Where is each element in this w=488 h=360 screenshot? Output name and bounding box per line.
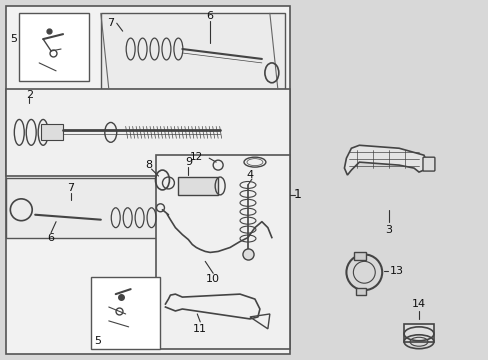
Text: 13: 13 bbox=[389, 266, 403, 276]
Text: 7: 7 bbox=[107, 18, 114, 28]
Bar bbox=[19, 13, 89, 81]
Text: 8: 8 bbox=[144, 160, 152, 170]
Bar bbox=[354, 252, 366, 260]
Text: 3: 3 bbox=[385, 225, 392, 235]
Text: 2: 2 bbox=[25, 90, 33, 100]
FancyBboxPatch shape bbox=[422, 157, 434, 171]
Text: 9: 9 bbox=[184, 157, 191, 167]
Text: 12: 12 bbox=[189, 152, 203, 162]
Text: 1: 1 bbox=[293, 188, 301, 201]
Text: 6: 6 bbox=[47, 233, 55, 243]
Bar bbox=[6, 89, 289, 176]
Bar bbox=[356, 288, 366, 295]
Polygon shape bbox=[344, 145, 426, 175]
Text: 4: 4 bbox=[246, 170, 253, 180]
Text: 5: 5 bbox=[94, 336, 101, 346]
Text: 5: 5 bbox=[10, 34, 17, 44]
Bar bbox=[178, 177, 218, 195]
Bar bbox=[6, 178, 170, 238]
Text: 7: 7 bbox=[67, 183, 74, 193]
Polygon shape bbox=[101, 13, 284, 89]
Bar bbox=[91, 277, 160, 349]
Text: 14: 14 bbox=[411, 299, 425, 309]
Bar bbox=[41, 125, 63, 140]
Text: 11: 11 bbox=[193, 324, 207, 334]
Text: 10: 10 bbox=[206, 274, 220, 284]
Bar bbox=[6, 6, 289, 354]
Bar bbox=[403, 324, 433, 342]
Text: 6: 6 bbox=[206, 11, 213, 21]
Bar bbox=[155, 155, 289, 349]
